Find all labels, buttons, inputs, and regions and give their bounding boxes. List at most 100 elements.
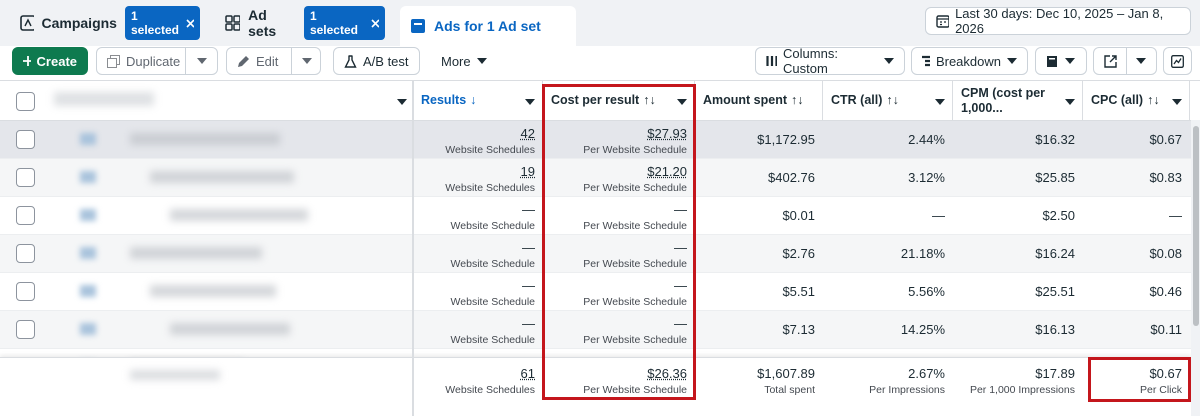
row-checkbox[interactable] — [16, 282, 35, 301]
header-label: CPM (cost per 1,000... — [961, 86, 1046, 115]
cell-value: $7.13 — [782, 322, 815, 337]
table-cell: $21.20 Per Website Schedule — [543, 159, 695, 197]
divider — [291, 48, 292, 74]
calendar-icon — [936, 15, 950, 28]
reports-button[interactable] — [1035, 47, 1087, 75]
cell-value: $27.93 — [647, 126, 687, 141]
header-text: CTR (all) ↑↓ — [831, 93, 899, 107]
column-header[interactable]: CPM (cost per 1,000... — [953, 80, 1083, 120]
tab-ads[interactable]: Ads for 1 Ad set — [400, 6, 576, 46]
blurred-name — [170, 209, 308, 221]
tab-adsets[interactable]: Ad sets 1 selected — [215, 6, 395, 40]
plus-icon — [23, 56, 31, 66]
cell-value: $0.67 — [1149, 132, 1182, 147]
table-cell: $2.76 — [695, 235, 823, 273]
table-row[interactable]: 42 Website Schedules $27.93 Per Website Sch… — [0, 121, 1191, 159]
table-row[interactable]: — Website Schedule — Per Website Schedule $7… — [0, 311, 1191, 349]
cell-value: $0.83 — [1149, 170, 1182, 185]
chart-button[interactable] — [1163, 47, 1192, 75]
frozen-divider — [412, 80, 414, 416]
report-icon — [1047, 55, 1057, 67]
caret[interactable] — [1136, 58, 1146, 64]
table-row[interactable]: 19 Website Schedules $21.20 Per Website Sch… — [0, 159, 1191, 197]
table-cell: — Website Schedule — [413, 235, 543, 273]
column-header[interactable]: CTR (all) ↑↓ — [823, 80, 953, 120]
totals-row: 61 Website Schedules $26.36 Per Website Sch… — [0, 357, 1191, 416]
row-checkbox[interactable] — [16, 206, 35, 225]
name-column-header[interactable] — [50, 80, 413, 120]
sort-icon[interactable]: ↓ — [470, 93, 477, 107]
cell-value: 42 — [520, 126, 535, 141]
column-header[interactable]: Amount spent ↑↓ — [695, 80, 823, 120]
table-cell: $0.83 — [1083, 159, 1190, 197]
sort-icon[interactable]: ↑↓ — [886, 93, 899, 107]
cell-value: 19 — [520, 164, 535, 179]
total-subtext: Website Schedules — [445, 384, 535, 396]
table-row[interactable]: — Website Schedule — Per Website Schedule $5… — [0, 273, 1191, 311]
button-label: Edit — [256, 53, 279, 69]
ab-test-button[interactable]: A/B test — [333, 47, 420, 75]
cell-subtext: Per Website Schedule — [583, 334, 687, 346]
cell-subtext: Per Website Schedule — [583, 182, 687, 194]
column-header[interactable]: CPC (all) ↑↓ — [1083, 80, 1190, 120]
columns-button[interactable]: Columns: Custom — [755, 46, 905, 76]
total-cell: 61 Website Schedules — [413, 358, 543, 396]
blurred-name — [170, 323, 290, 335]
caret[interactable] — [1172, 99, 1182, 105]
date-picker[interactable]: Last 30 days: Dec 10, 2025 – Jan 8, 2026 — [925, 6, 1191, 36]
duplicate-button[interactable]: Duplicate — [96, 47, 218, 75]
breakdown-button[interactable]: Breakdown — [911, 47, 1028, 75]
caret[interactable] — [935, 99, 945, 105]
blurred-name — [150, 171, 294, 183]
more-button[interactable]: More — [430, 47, 494, 75]
table-cell: $7.13 — [695, 311, 823, 349]
close-icon[interactable] — [370, 18, 379, 28]
header-text: Cost per result ↑↓ — [551, 93, 656, 107]
total-subtext: Per Impressions — [869, 384, 945, 396]
row-checkbox[interactable] — [16, 130, 35, 149]
badge[interactable]: 1 selected — [303, 6, 385, 40]
cell-subtext: Website Schedule — [450, 334, 535, 346]
badge[interactable]: 1 selected — [124, 6, 200, 40]
column-header[interactable]: Results ↓ — [413, 80, 543, 120]
sort-icon[interactable]: ↑↓ — [791, 93, 804, 107]
cell-value: $25.85 — [1035, 170, 1075, 185]
table-cell: — Website Schedule — [413, 273, 543, 311]
row-checkbox[interactable] — [16, 168, 35, 187]
caret[interactable] — [397, 99, 407, 105]
row-checkbox[interactable] — [16, 320, 35, 339]
table-cell: 3.12% — [823, 159, 953, 197]
caret[interactable] — [302, 58, 312, 64]
row-checkbox[interactable] — [16, 244, 35, 263]
flask-icon — [344, 54, 357, 68]
button-label: Create — [36, 53, 77, 69]
table-cell: — Per Website Schedule — [543, 235, 695, 273]
export-button[interactable] — [1093, 47, 1157, 75]
cell-value: $0.01 — [782, 208, 815, 223]
caret[interactable] — [1065, 99, 1075, 105]
blurred-thumbnail — [80, 209, 96, 221]
caret[interactable] — [677, 99, 687, 105]
sort-icon[interactable]: ↑↓ — [643, 93, 656, 107]
select-all-checkbox[interactable] — [16, 92, 35, 111]
header-label: Cost per result — [551, 93, 640, 107]
header-text: CPM (cost per 1,000... — [961, 86, 1045, 115]
caret[interactable] — [525, 99, 535, 105]
table-cell: $1,172.95 — [695, 121, 823, 159]
edit-icon — [238, 55, 249, 67]
scrollbar-thumb[interactable] — [1193, 126, 1199, 326]
cell-subtext: Website Schedule — [450, 296, 535, 308]
header-text: Results ↓ — [421, 93, 476, 107]
sort-icon[interactable]: ↑↓ — [1147, 93, 1160, 107]
tab-campaigns[interactable]: Campaigns 1 selected — [10, 6, 210, 40]
close-icon[interactable] — [186, 18, 194, 28]
cell-value: $25.51 — [1035, 284, 1075, 299]
edit-button[interactable]: Edit — [226, 47, 321, 75]
table-row[interactable]: — Website Schedule — Per Website Schedule $2… — [0, 235, 1191, 273]
table-row[interactable]: — Website Schedule — Per Website Schedule $0… — [0, 197, 1191, 235]
cell-value: $16.13 — [1035, 322, 1075, 337]
caret[interactable] — [197, 58, 207, 64]
create-button[interactable]: Create — [12, 47, 88, 75]
